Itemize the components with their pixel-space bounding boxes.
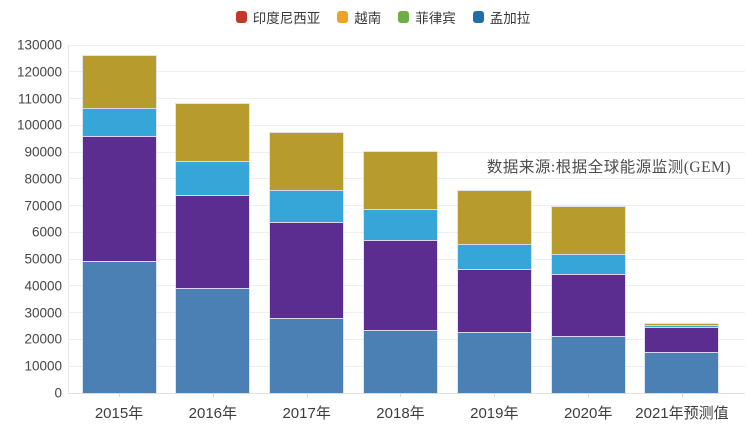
bar-segment-菲律宾 [270,190,344,224]
x-axis-tick [681,393,683,397]
x-axis-tick [212,393,214,397]
bar-segment-孟加拉 [176,103,250,162]
bar-segment-越南 [270,223,344,319]
legend-item-1: 越南 [337,7,381,27]
bar-segment-越南 [176,196,250,289]
bar-segment-菲律宾 [363,210,437,241]
x-axis-tick-label: 2015年 [94,405,144,422]
bar-segment-越南 [551,275,625,337]
gridline [68,124,745,126]
legend-label: 孟加拉 [489,11,531,26]
bar-segment-印度尼西亚 [270,318,344,393]
bar-segment-孟加拉 [551,206,625,256]
stacked-bar-2019年 [456,189,532,395]
stacked-bar-2016年 [175,102,251,395]
y-axis-tick-label: 30000 [24,305,62,321]
bar-segment-印度尼西亚 [457,333,531,393]
x-axis-tick [494,393,496,397]
x-axis-tick [306,393,308,397]
gridline [68,392,745,394]
bar-segment-菲律宾 [176,161,250,196]
stacked-bar-2020年 [550,205,626,395]
x-axis-tick [119,393,120,397]
stacked-bar-2015年 [81,54,157,395]
y-axis-tick-label: 120000 [16,64,62,80]
bar-segment-菲律宾 [551,255,625,276]
y-axis-tick-label: 80000 [24,171,62,187]
y-axis-tick-label: 50000 [24,251,62,267]
y-axis-tick-label: 130000 [16,37,62,53]
y-axis-tick-label: 90000 [24,144,62,160]
bar-segment-孟加拉 [82,55,156,110]
bar-segment-菲律宾 [645,325,719,329]
gridline [68,44,745,46]
legend-item-2: 菲律宾 [398,7,456,27]
bar-segment-菲律宾 [82,109,156,137]
y-axis-tick-label: 6000 [31,224,62,240]
bar-segment-印度尼西亚 [551,336,625,393]
legend-label: 菲律宾 [415,11,456,26]
plot-area: 数据来源:根据全球能源监测(GEM) 0 10000 20000 30000 40000… [17,38,745,422]
bar-segment-印度尼西亚 [645,352,719,393]
bar-segment-印度尼西亚 [82,261,156,393]
bar-segment-孟加拉 [457,190,531,245]
bar-segment-越南 [457,269,531,334]
y-axis-tick-label: 110000 [17,91,62,107]
bar-segment-越南 [82,136,156,262]
stacked-bar-2017年 [269,132,345,394]
stacked-bar-2021年预测值 [644,323,720,394]
legend: 印度尼西亚 越南 菲律宾 孟加拉 [8,7,750,27]
stacked-bar-2018年 [362,151,438,394]
legend-swatch-icon [472,11,484,23]
y-axis-tick-label: 20000 [24,331,62,347]
bar-segment-越南 [645,328,719,353]
y-axis-tick-label: 100000 [16,117,62,133]
x-axis-tick-label: 2021年预测值 [635,405,729,422]
x-axis-tick [588,393,590,397]
legend-swatch-icon [235,11,247,23]
gridline [68,98,745,100]
bar-segment-印度尼西亚 [363,330,437,393]
legend-label: 越南 [354,11,382,26]
gridline [68,71,745,73]
legend-swatch-icon [337,11,349,23]
legend-item-0: 印度尼西亚 [235,7,321,27]
legend-label: 印度尼西亚 [252,11,321,26]
bar-segment-孟加拉 [270,133,344,191]
y-axis-tick-label: 0 [54,385,62,401]
data-source-annotation: 数据来源:根据全球能源监测(GEM) [486,159,731,176]
y-axis-line [68,45,69,393]
legend-swatch-icon [398,11,410,23]
x-axis-tick-label: 2018年 [376,405,425,422]
bar-segment-菲律宾 [457,244,531,270]
x-axis-tick-label: 2016年 [188,405,238,422]
bar-segment-印度尼西亚 [176,288,250,393]
y-axis-tick-label: 10000 [24,358,62,374]
bar-segment-越南 [363,240,437,331]
x-axis-tick-label: 2020年 [563,405,613,422]
x-axis-tick-label: 2019年 [470,405,519,422]
bar-segment-孟加拉 [363,152,437,211]
y-axis-tick-label: 70000 [24,198,62,214]
x-axis-tick [400,393,402,397]
y-axis-tick-label: 40000 [24,278,62,294]
gridline [68,151,745,153]
x-axis-tick-label: 2017年 [282,405,331,422]
bar-segment-孟加拉 [645,324,719,326]
legend-item-3: 孟加拉 [472,7,531,27]
